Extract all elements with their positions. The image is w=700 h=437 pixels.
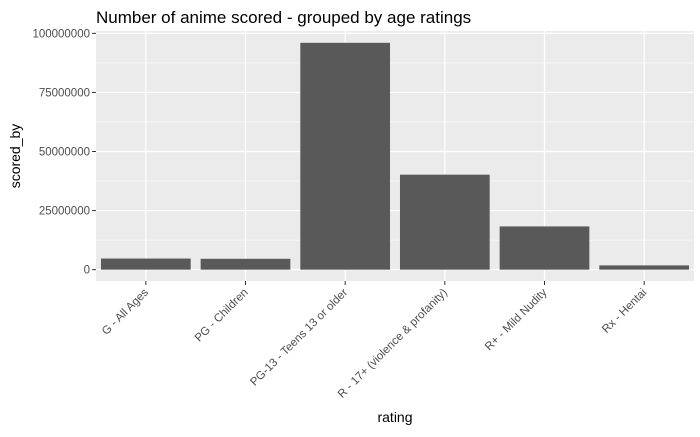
bar [300,42,391,270]
plot-panel [96,31,694,281]
y-tick-label: 25000000 [39,206,90,218]
x-tick-label: Rx - Hentai [600,287,649,336]
bar [200,258,291,270]
y-axis: 0 25000000 50000000 75000000 100000000 [32,28,96,277]
bar [499,226,590,270]
bar [599,265,690,270]
x-axis-title: rating [377,409,412,425]
x-tick-label: PG-13 - Teens 13 or older [248,287,350,389]
x-tick-label: G - All Ages [100,286,151,337]
x-tick-label: R+ - Mild Nudity [483,286,550,353]
x-tick-label: R - 17+ (violence & profanity) [336,287,450,401]
bar [399,174,490,270]
y-tick-label: 100000000 [32,28,90,40]
bar [100,258,191,270]
y-tick-label: 0 [84,265,90,277]
y-tick-label: 75000000 [39,87,90,99]
y-axis-title: scored_by [7,124,23,189]
bars [100,42,690,270]
x-tick-label: PG - Children [193,287,251,345]
y-tick-label: 50000000 [39,147,90,159]
chart-title: Number of anime scored - grouped by age … [96,8,471,27]
